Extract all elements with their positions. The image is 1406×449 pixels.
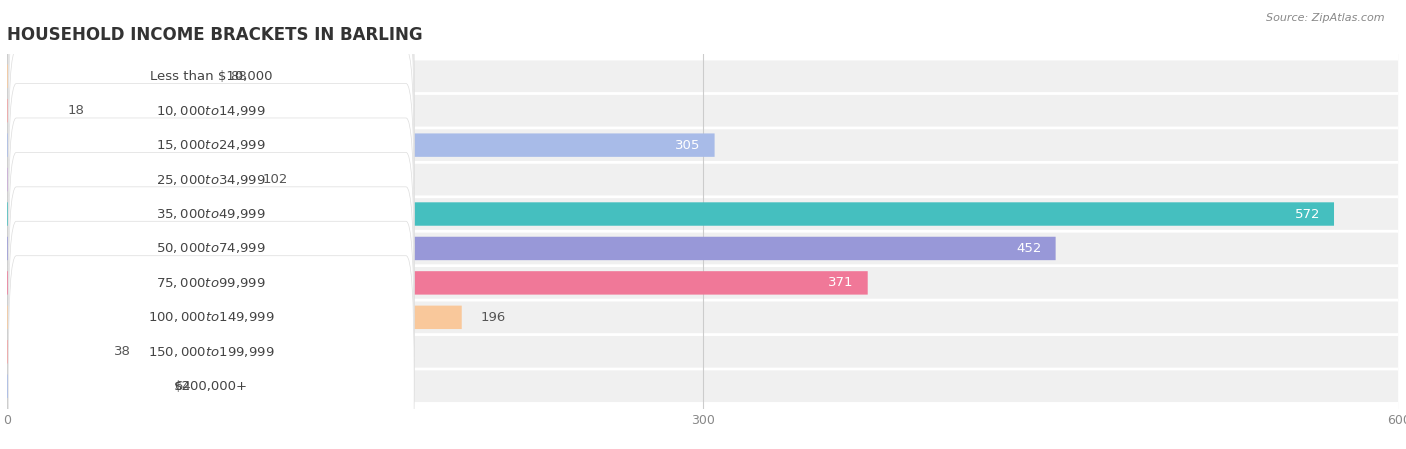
FancyBboxPatch shape bbox=[7, 271, 868, 295]
FancyBboxPatch shape bbox=[7, 99, 49, 123]
FancyBboxPatch shape bbox=[8, 221, 415, 449]
FancyBboxPatch shape bbox=[8, 84, 415, 344]
Text: Less than $10,000: Less than $10,000 bbox=[150, 70, 273, 83]
Text: $25,000 to $34,999: $25,000 to $34,999 bbox=[156, 172, 266, 187]
FancyBboxPatch shape bbox=[7, 306, 461, 329]
Text: $15,000 to $24,999: $15,000 to $24,999 bbox=[156, 138, 266, 152]
Text: 371: 371 bbox=[828, 277, 853, 290]
FancyBboxPatch shape bbox=[7, 163, 1399, 197]
Text: 102: 102 bbox=[262, 173, 288, 186]
FancyBboxPatch shape bbox=[8, 15, 415, 276]
Text: $50,000 to $74,999: $50,000 to $74,999 bbox=[156, 242, 266, 255]
Text: 196: 196 bbox=[481, 311, 506, 324]
Text: 452: 452 bbox=[1017, 242, 1042, 255]
FancyBboxPatch shape bbox=[8, 0, 415, 241]
Text: 88: 88 bbox=[229, 70, 246, 83]
FancyBboxPatch shape bbox=[7, 65, 211, 88]
Text: $100,000 to $149,999: $100,000 to $149,999 bbox=[148, 310, 274, 324]
Text: $35,000 to $49,999: $35,000 to $49,999 bbox=[156, 207, 266, 221]
FancyBboxPatch shape bbox=[7, 266, 1399, 300]
FancyBboxPatch shape bbox=[7, 335, 1399, 369]
FancyBboxPatch shape bbox=[7, 59, 1399, 93]
FancyBboxPatch shape bbox=[7, 232, 1399, 265]
FancyBboxPatch shape bbox=[7, 374, 156, 398]
FancyBboxPatch shape bbox=[8, 187, 415, 448]
FancyBboxPatch shape bbox=[8, 118, 415, 379]
Text: 38: 38 bbox=[114, 345, 131, 358]
Text: $200,000+: $200,000+ bbox=[174, 380, 249, 393]
Text: $75,000 to $99,999: $75,000 to $99,999 bbox=[156, 276, 266, 290]
FancyBboxPatch shape bbox=[7, 300, 1399, 334]
Text: 18: 18 bbox=[67, 104, 84, 117]
Text: HOUSEHOLD INCOME BRACKETS IN BARLING: HOUSEHOLD INCOME BRACKETS IN BARLING bbox=[7, 26, 423, 44]
FancyBboxPatch shape bbox=[7, 133, 714, 157]
FancyBboxPatch shape bbox=[8, 152, 415, 414]
FancyBboxPatch shape bbox=[7, 237, 1056, 260]
FancyBboxPatch shape bbox=[8, 0, 415, 207]
FancyBboxPatch shape bbox=[7, 128, 1399, 162]
FancyBboxPatch shape bbox=[8, 49, 415, 310]
Text: 64: 64 bbox=[174, 380, 191, 393]
FancyBboxPatch shape bbox=[7, 202, 1334, 226]
FancyBboxPatch shape bbox=[8, 256, 415, 449]
Text: 572: 572 bbox=[1295, 207, 1320, 220]
Text: $150,000 to $199,999: $150,000 to $199,999 bbox=[148, 345, 274, 359]
FancyBboxPatch shape bbox=[7, 370, 1399, 403]
FancyBboxPatch shape bbox=[7, 197, 1399, 231]
FancyBboxPatch shape bbox=[7, 168, 243, 191]
Text: 305: 305 bbox=[675, 139, 700, 152]
Text: Source: ZipAtlas.com: Source: ZipAtlas.com bbox=[1267, 13, 1385, 23]
Text: $10,000 to $14,999: $10,000 to $14,999 bbox=[156, 104, 266, 118]
FancyBboxPatch shape bbox=[7, 94, 1399, 128]
FancyBboxPatch shape bbox=[7, 340, 96, 364]
